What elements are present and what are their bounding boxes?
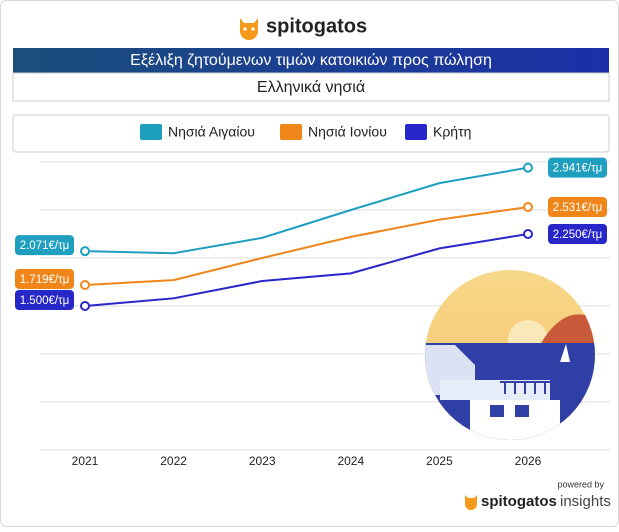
footer-suffix: insights (560, 493, 611, 510)
value-label-box (15, 268, 74, 289)
legend-label: Κρήτη (433, 124, 471, 140)
end-point (80, 246, 90, 257)
x-tick-label: 2023 (249, 454, 276, 468)
value-label-box (548, 224, 607, 244)
logo: spitogatos (240, 15, 367, 41)
value-label-box (15, 235, 74, 256)
legend-label: Νησιά Ιονίου (308, 124, 387, 140)
value-label: 1.719€/τμ (20, 274, 70, 286)
x-tick-label: 2025 (426, 454, 453, 468)
powered-by: powered by (557, 479, 604, 489)
legend-swatch (140, 124, 162, 140)
series-line (84, 166, 529, 255)
logo-text: spitogatos (266, 15, 367, 37)
end-point (523, 229, 533, 239)
x-tick-label: 2022 (160, 454, 187, 468)
legend-swatch (405, 124, 427, 140)
legend-label: Νησιά Αιγαίου (168, 124, 255, 140)
value-label: 2.941€/τμ (553, 163, 603, 175)
value-label-box (15, 290, 74, 310)
chart-title: Εξέλιξη ζητούμενων τιμών κατοικιών προς … (130, 52, 492, 69)
series-line (84, 206, 529, 286)
end-point (80, 279, 90, 290)
end-point (523, 162, 533, 173)
end-point (80, 301, 90, 311)
title-bar (13, 48, 609, 73)
value-label: 2.250€/τμ (553, 229, 603, 241)
illustration (425, 270, 595, 440)
x-tick-label: 2021 (72, 454, 99, 468)
footer-brand: spitogatos (481, 493, 557, 510)
footer-logo-icon (465, 495, 477, 510)
value-label: 2.071€/τμ (20, 240, 70, 252)
value-label: 2.531€/τμ (553, 202, 603, 214)
value-label-box (548, 197, 607, 218)
x-tick-label: 2024 (337, 454, 364, 468)
subtitle-box (12, 72, 610, 102)
series-line (84, 233, 529, 307)
end-point (523, 202, 533, 213)
value-label: 1.500€/τμ (20, 295, 70, 307)
legend-swatch (280, 124, 302, 140)
legend-box (12, 114, 610, 153)
chart-subtitle: Ελληνικά νησιά (257, 79, 365, 96)
x-tick-label: 2026 (515, 454, 542, 468)
value-label-box (548, 157, 607, 178)
